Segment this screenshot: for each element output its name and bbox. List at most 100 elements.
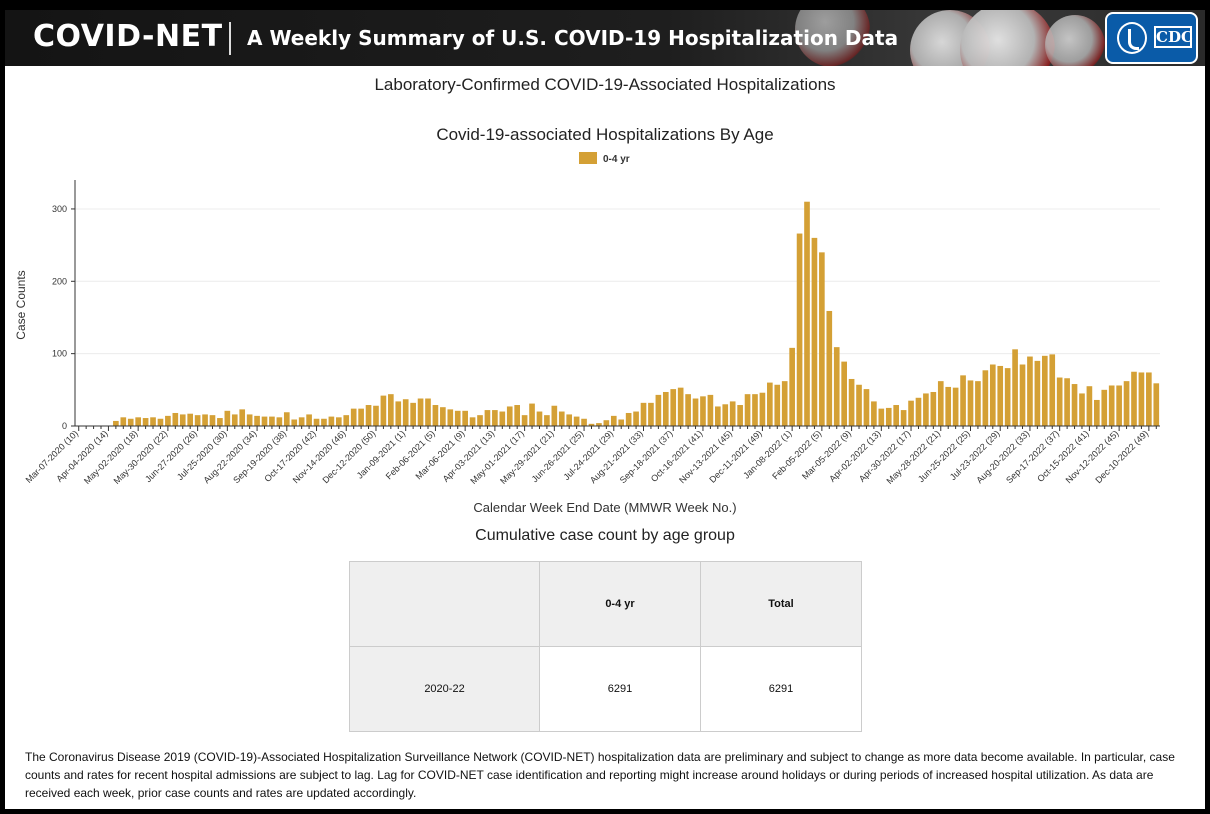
bar: [655, 394, 662, 426]
bar: [506, 406, 513, 426]
bar: [492, 410, 498, 426]
bar: [566, 414, 573, 426]
bar: [1019, 364, 1026, 426]
bar: [1094, 399, 1100, 426]
bar: [1116, 385, 1122, 426]
bar: [179, 414, 186, 426]
bar: [945, 386, 952, 426]
bar: [313, 418, 320, 426]
bar: [165, 415, 171, 426]
bar: [796, 233, 803, 426]
bar: [908, 400, 914, 426]
x-tick-label: Sep-17-2022 (37): [1004, 428, 1061, 485]
bar: [551, 405, 558, 426]
x-tick-label: Dec-10-2022 (49): [1093, 428, 1150, 485]
bar: [269, 416, 275, 426]
bar: [395, 401, 402, 426]
x-tick-label: Nov-13-2021 (45): [677, 428, 734, 485]
hospitalizations-chart: Covid-19-associated Hospitalizations By …: [14, 125, 1160, 515]
bar: [707, 394, 714, 426]
bar: [462, 410, 468, 426]
bar: [573, 416, 580, 426]
bar: [1131, 371, 1137, 426]
y-tick-label: 0: [62, 421, 67, 431]
bar: [417, 398, 424, 426]
brand-title: COVID-NET: [33, 19, 223, 54]
bar: [321, 418, 327, 426]
table-cell: 6291: [539, 646, 701, 732]
chart-title: Covid-19-associated Hospitalizations By …: [436, 125, 773, 144]
bar: [729, 401, 736, 426]
bar: [692, 398, 699, 426]
cdc-logo[interactable]: CDC: [1105, 12, 1198, 64]
bar: [1138, 372, 1145, 426]
bar: [373, 405, 379, 426]
cumulative-table: 0-4 yr Total 2020-22 6291 6291: [349, 561, 862, 732]
x-tick-label: Jun-27-2020 (26): [143, 428, 199, 484]
bar: [157, 418, 164, 426]
bar: [432, 405, 439, 426]
cdc-logo-text: CDC: [1154, 26, 1193, 48]
x-tick-label: Aug-22-2020 (34): [202, 428, 259, 485]
virus-decoration-icon: [795, 10, 870, 66]
bar: [1012, 349, 1018, 426]
bar: [744, 394, 751, 426]
bar: [811, 237, 818, 426]
x-tick-label: Oct-16-2021 (41): [649, 428, 705, 484]
bar: [700, 396, 706, 426]
bar: [989, 364, 996, 426]
x-tick-label: Apr-03-2021 (13): [441, 428, 497, 484]
bar: [1153, 383, 1160, 426]
bar: [246, 414, 253, 426]
bar: [410, 402, 416, 426]
bar: [997, 365, 1004, 426]
bar: [685, 394, 691, 426]
x-tick-label: May-29-2021 (21): [498, 428, 556, 486]
bar: [276, 417, 283, 426]
bar: [885, 407, 892, 426]
x-tick-label: May-30-2020 (22): [112, 428, 170, 486]
bar: [388, 394, 394, 426]
bar: [1079, 393, 1085, 426]
x-tick-label: May-28-2022 (21): [885, 428, 943, 486]
bar: [194, 415, 201, 426]
x-tick-label: Apr-04-2020 (14): [54, 428, 110, 484]
bar: [343, 415, 350, 426]
bar: [239, 409, 246, 426]
bar: [335, 417, 342, 426]
bar: [187, 413, 194, 426]
legend-label: 0-4 yr: [603, 154, 630, 165]
table-header-cell: Total: [700, 561, 862, 647]
bar: [900, 410, 907, 426]
bar: [283, 412, 290, 426]
bar: [648, 402, 654, 426]
bar: [120, 417, 127, 426]
bar: [767, 382, 773, 426]
x-tick-label: Sep-18-2021 (37): [618, 428, 675, 485]
bar: [358, 408, 364, 426]
bar: [982, 370, 989, 426]
bar: [833, 347, 840, 426]
bar: [1146, 372, 1152, 426]
bar: [863, 389, 870, 426]
bar: [150, 417, 156, 426]
bar: [923, 393, 929, 426]
bar: [328, 416, 335, 426]
bar: [350, 408, 357, 426]
header-subtitle: A Weekly Summary of U.S. COVID-19 Hospit…: [247, 26, 899, 50]
bar: [975, 381, 981, 426]
bar: [521, 415, 528, 426]
bar: [127, 418, 134, 426]
bar: [1049, 354, 1056, 426]
x-tick-label: Nov-14-2020 (46): [291, 428, 348, 485]
bar: [254, 415, 260, 426]
table-header-row: 0-4 yr Total: [349, 561, 862, 647]
bar: [759, 392, 766, 426]
bar: [1086, 386, 1093, 426]
bar: [172, 412, 179, 426]
bar: [930, 391, 937, 426]
bar: [113, 420, 119, 426]
bar: [752, 394, 758, 426]
x-tick-label: Nov-12-2022 (45): [1064, 428, 1121, 485]
x-tick-label: Aug-20-2022 (33): [974, 428, 1031, 485]
